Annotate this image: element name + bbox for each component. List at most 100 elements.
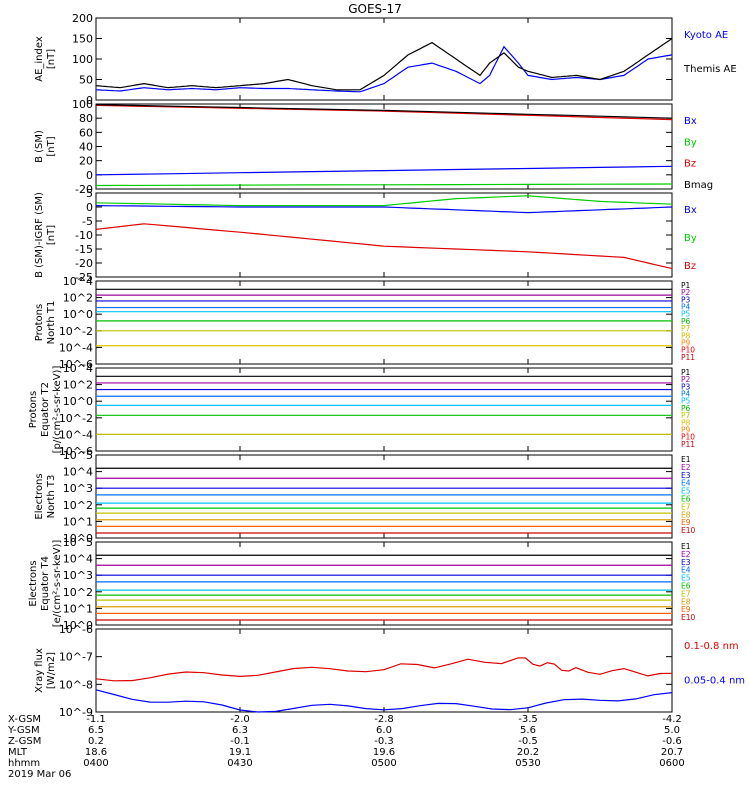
y-tick-label: -10: [75, 229, 93, 242]
legend-label: Kyoto AE: [684, 30, 728, 41]
y-tick-label: 5: [86, 187, 93, 200]
y-tick-label: -25: [75, 271, 93, 284]
legend-label: P3: [681, 295, 691, 304]
y-tick-label: 10^-6: [59, 623, 93, 636]
y-axis-label: [p/(cm²-s-sr-keV)]: [52, 366, 63, 454]
legend-label: P7: [681, 411, 691, 420]
legend-label: E4: [681, 566, 691, 575]
date-label: 2019 Mar 06: [8, 769, 71, 780]
x-axis-value: 6.0: [376, 725, 392, 736]
y-axis-label: Electrons: [28, 560, 39, 606]
legend-label: Themis AE: [683, 64, 737, 75]
panel-5: [95, 367, 673, 452]
x-axis-value: -1.1: [86, 714, 106, 725]
legend-label: E2: [681, 463, 691, 472]
y-tick-label: 10^3: [63, 482, 93, 495]
legend-label: E1: [681, 542, 691, 551]
y-tick-label: 60: [79, 126, 93, 139]
x-axis-value: 19.1: [229, 747, 251, 758]
x-axis-value: 19.6: [373, 747, 395, 758]
y-axis-label: Xray flux: [34, 648, 45, 693]
panel-4: [95, 280, 673, 365]
y-axis-label: B (SM)-IGRF (SM): [34, 192, 45, 278]
x-axis-value: 6.3: [232, 725, 248, 736]
legend-label: E6: [681, 582, 691, 591]
legend-label: Bx: [684, 116, 697, 127]
legend-label: E6: [681, 495, 691, 504]
y-tick-label: 0: [86, 169, 93, 182]
legend-label: 0.1-0.8 nm: [684, 641, 739, 652]
legend-label: E1: [681, 455, 691, 464]
panel-7: [95, 541, 673, 626]
legend-label: P5: [681, 310, 691, 319]
series-line-bz: [95, 223, 673, 270]
y-axis-label: [nT]: [46, 49, 57, 69]
series-line-bx: [95, 205, 673, 214]
y-axis-label: Equator T2: [40, 382, 51, 437]
y-tick-label: 10^-6: [59, 445, 93, 458]
legend-label: P7: [681, 324, 691, 333]
panel-frame: [95, 454, 673, 539]
x-axis-value: -0.5: [518, 736, 538, 747]
x-axis-row-label: hhmm: [8, 758, 40, 769]
legend-label: P9: [681, 425, 691, 434]
y-tick-label: 10^0: [63, 619, 93, 632]
legend-label: P4: [681, 390, 691, 399]
legend-label: E10: [681, 526, 696, 535]
y-tick-label: 10^5: [63, 536, 93, 549]
series-line-by: [95, 183, 673, 187]
legend-label: Bmag: [684, 180, 713, 191]
x-axis-value: -4.2: [662, 714, 682, 725]
x-axis-row-label: Y-GSM: [7, 725, 40, 736]
y-axis-label: Protons: [28, 391, 39, 428]
series-line-bx: [95, 165, 673, 176]
y-tick-label: 10^-7: [59, 651, 93, 664]
x-axis-value: 0600: [659, 758, 684, 769]
x-axis-row-label: Z-GSM: [8, 736, 41, 747]
x-axis-value: 5.0: [664, 725, 680, 736]
y-axis-label: [nT]: [46, 225, 57, 245]
x-axis-row-label: MLT: [8, 747, 28, 758]
y-tick-label: 40: [79, 141, 93, 154]
y-tick-label: 10^0: [63, 308, 93, 321]
series-line-kyoto-ae: [95, 45, 673, 93]
y-tick-label: 10^-8: [59, 678, 93, 691]
series-line-0.05-0.4-nm: [95, 689, 673, 713]
y-axis-label: [e/(cm²-s-sr-keV)]: [52, 540, 63, 628]
x-axis-value: 18.6: [85, 747, 107, 758]
panel-1: [95, 17, 673, 101]
y-tick-label: -15: [75, 243, 93, 256]
legend-label: P5: [681, 397, 691, 406]
legend-label: P11: [681, 440, 695, 449]
panel-2: [95, 103, 673, 190]
y-tick-label: 10^4: [63, 362, 93, 375]
y-axis-label: North T3: [46, 475, 57, 519]
legend-label: E9: [681, 605, 691, 614]
panel-6: [95, 454, 673, 539]
legend-label: E7: [681, 502, 691, 511]
legend-label: P8: [681, 331, 691, 340]
y-axis-label: Electrons: [34, 473, 45, 519]
panel-frame: [95, 367, 673, 452]
x-axis-value: 0530: [515, 758, 540, 769]
y-tick-label: 10^-4: [59, 428, 93, 441]
y-axis-label: AE_index: [34, 36, 45, 82]
x-axis-value: 6.5: [88, 725, 104, 736]
y-tick-label: 10^-4: [59, 341, 93, 354]
y-tick-label: 10^2: [63, 292, 93, 305]
x-axis-value: -0.6: [662, 736, 682, 747]
y-tick-label: 10^-2: [59, 412, 93, 425]
legend-label: Bz: [684, 261, 696, 272]
legend-label: E5: [681, 487, 691, 496]
series-line-bz: [95, 104, 673, 121]
y-tick-label: 10^-9: [59, 706, 93, 719]
legend-label: Bx: [684, 205, 697, 216]
y-tick-label: 50: [79, 74, 93, 87]
y-tick-label: 10^1: [63, 602, 93, 615]
panel-8: [95, 628, 673, 713]
y-tick-label: 0: [86, 94, 93, 107]
y-tick-label: 10^4: [63, 466, 93, 479]
y-tick-label: 150: [72, 33, 93, 46]
panel-frame: [95, 541, 673, 626]
